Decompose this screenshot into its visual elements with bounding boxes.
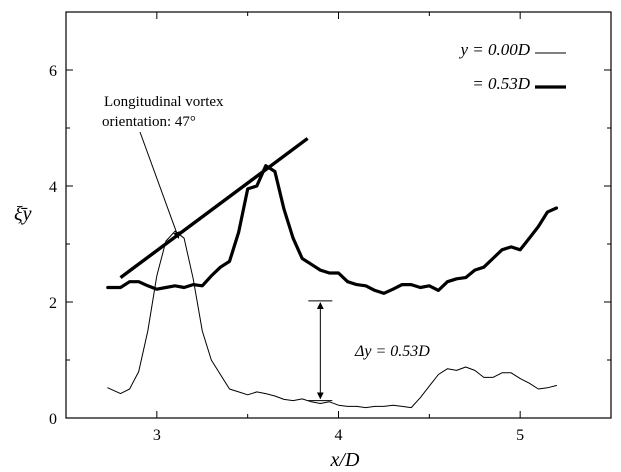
x-tick-label: 5 — [516, 427, 524, 444]
vortex-label-line1: Longitudinal vortex — [104, 94, 224, 110]
x-tick-label: 4 — [335, 427, 343, 444]
series-line-0 — [107, 230, 557, 409]
annotations — [119, 131, 333, 402]
y-tick-label: 4 — [49, 179, 57, 196]
vortex-label-arrow — [139, 131, 180, 239]
y-axis: 0 2 4 6 — [49, 11, 611, 428]
x-axis: 3 4 5 — [65, 12, 612, 444]
y-axis-label: ξ̄y — [14, 203, 32, 225]
series-group — [106, 164, 559, 409]
plot-frame — [65, 11, 612, 419]
vortex-orientation-line — [119, 137, 309, 280]
legend-label-0: y = 0.00D — [458, 40, 530, 59]
legend-label-1: = 0.53D — [472, 74, 530, 93]
y-tick-label: 2 — [49, 295, 57, 312]
series-line-1 — [106, 164, 559, 295]
legend: y = 0.00D = 0.53D — [458, 40, 566, 93]
delta-y-label: Δy = 0.53D — [354, 343, 430, 360]
x-axis-label: x/D — [330, 449, 360, 471]
y-tick-label: 6 — [49, 63, 57, 80]
x-tick-label: 3 — [153, 427, 161, 444]
y-tick-label: 0 — [49, 411, 57, 428]
vortex-label-line2: orientation: 47° — [102, 114, 196, 130]
